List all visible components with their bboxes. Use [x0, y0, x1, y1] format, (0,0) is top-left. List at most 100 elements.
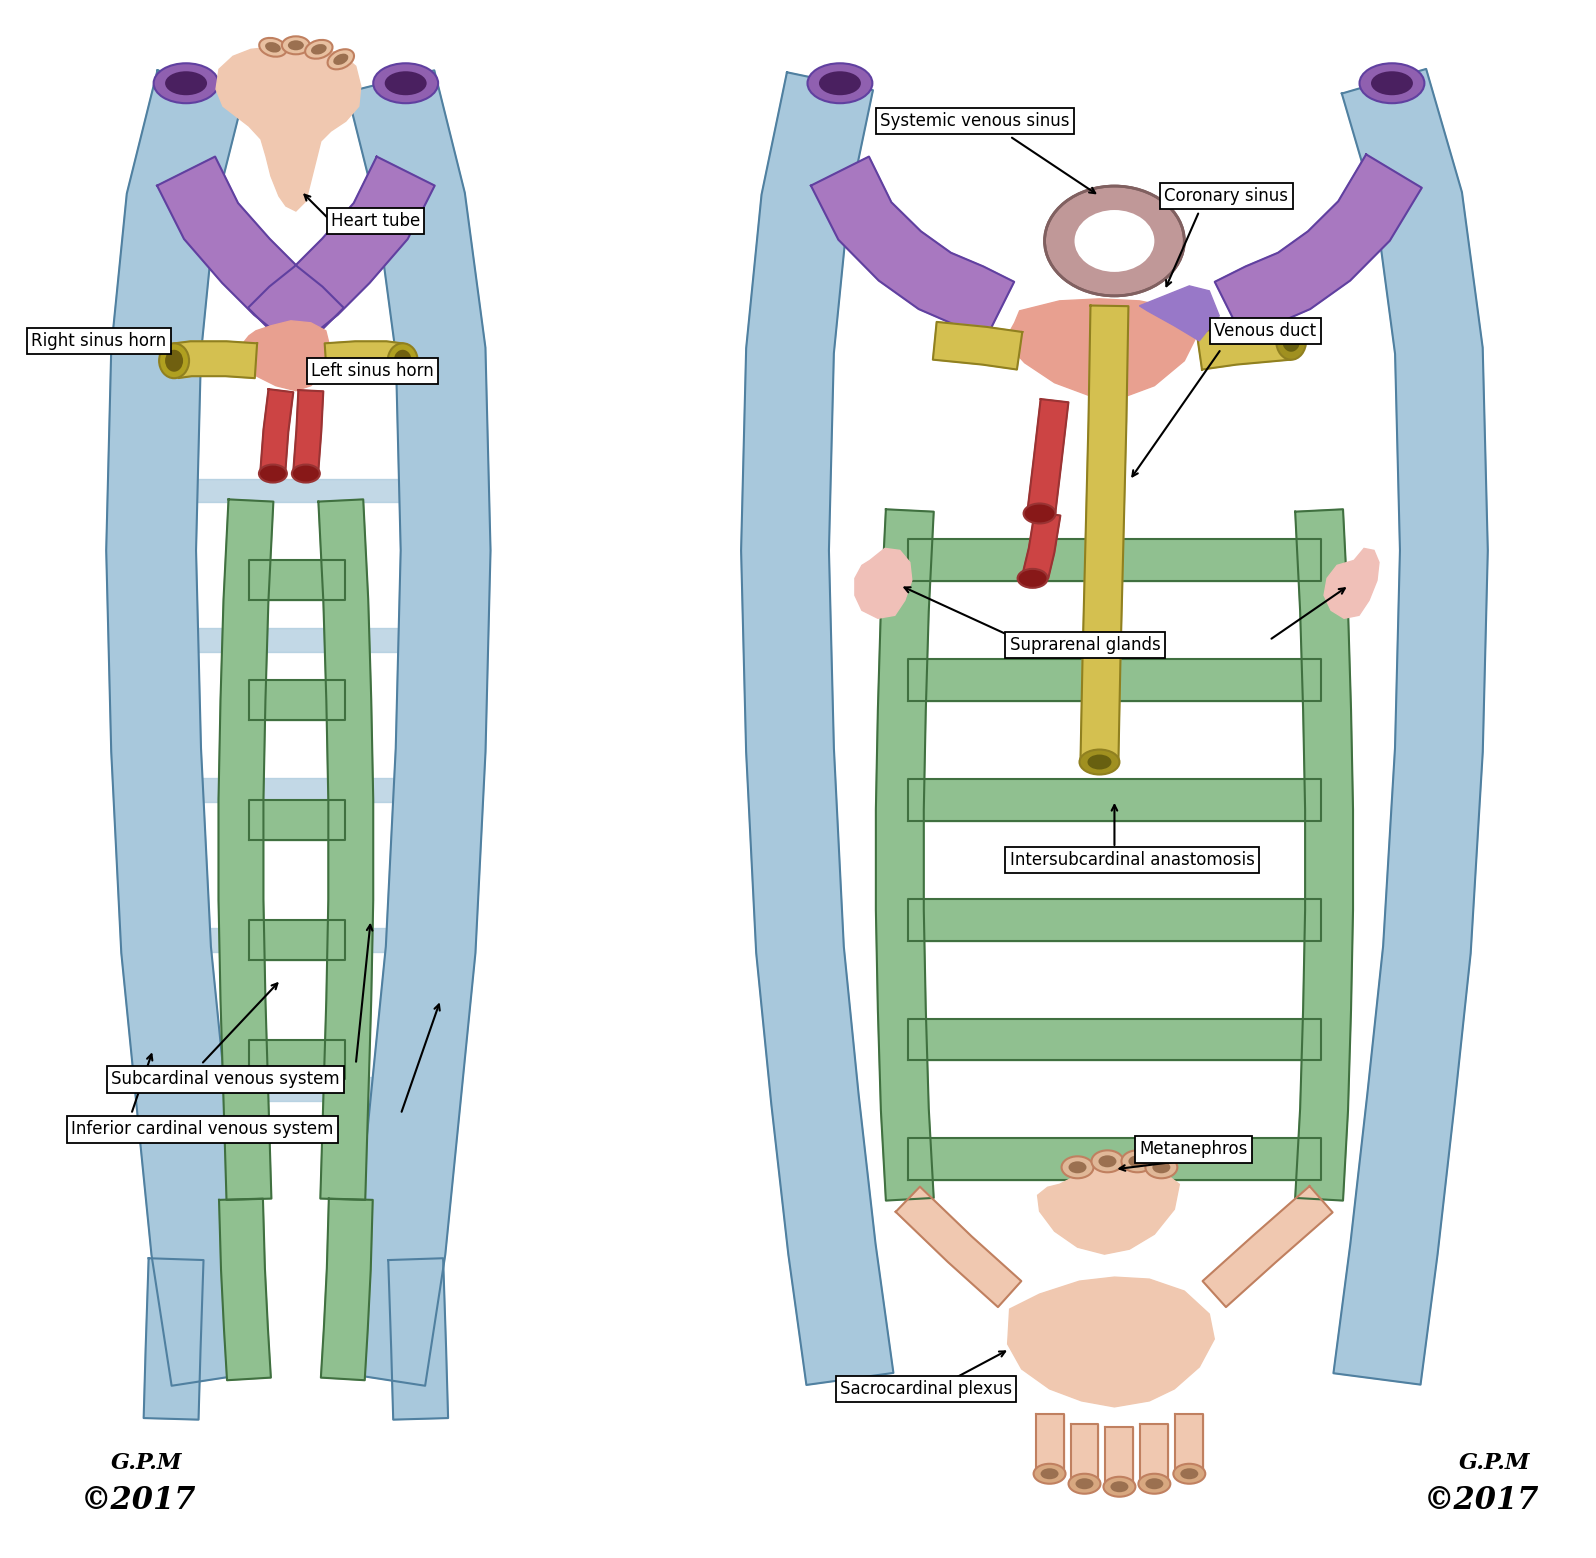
- Ellipse shape: [259, 37, 287, 56]
- Polygon shape: [249, 1039, 345, 1080]
- Ellipse shape: [819, 72, 860, 95]
- Ellipse shape: [808, 64, 873, 103]
- Polygon shape: [1004, 299, 1199, 399]
- Polygon shape: [219, 1198, 271, 1380]
- Ellipse shape: [1018, 569, 1047, 587]
- Ellipse shape: [259, 464, 287, 483]
- Ellipse shape: [1087, 754, 1111, 770]
- Ellipse shape: [327, 50, 354, 70]
- Text: Systemic venous sinus: Systemic venous sinus: [879, 112, 1069, 131]
- Polygon shape: [1141, 1424, 1168, 1479]
- Text: Heart tube: Heart tube: [330, 212, 420, 231]
- Ellipse shape: [164, 72, 207, 95]
- Polygon shape: [321, 1198, 373, 1380]
- Polygon shape: [294, 390, 324, 472]
- Ellipse shape: [1076, 1479, 1093, 1489]
- Text: Right sinus horn: Right sinus horn: [32, 332, 166, 351]
- Polygon shape: [908, 539, 1321, 581]
- Text: ©2017: ©2017: [1424, 1485, 1540, 1516]
- Polygon shape: [249, 681, 345, 720]
- Text: Subcardinal venous system: Subcardinal venous system: [112, 1070, 340, 1089]
- Polygon shape: [247, 156, 434, 354]
- Polygon shape: [1296, 509, 1353, 1201]
- Ellipse shape: [388, 343, 418, 379]
- Polygon shape: [1175, 1413, 1203, 1469]
- Polygon shape: [1023, 511, 1060, 578]
- Ellipse shape: [1103, 1477, 1135, 1497]
- Polygon shape: [811, 156, 1013, 340]
- Polygon shape: [1325, 548, 1379, 619]
- Text: Intersubcardinal anastomosis: Intersubcardinal anastomosis: [1010, 851, 1254, 869]
- Ellipse shape: [1061, 1156, 1093, 1178]
- Polygon shape: [1037, 1164, 1179, 1254]
- Ellipse shape: [287, 41, 303, 50]
- Ellipse shape: [1146, 1156, 1178, 1178]
- Ellipse shape: [1282, 330, 1301, 352]
- Polygon shape: [908, 779, 1321, 821]
- Polygon shape: [241, 321, 330, 391]
- Text: Coronary sinus: Coronary sinus: [1165, 187, 1288, 206]
- Polygon shape: [1140, 285, 1219, 341]
- Text: ©2017: ©2017: [81, 1485, 196, 1516]
- Ellipse shape: [1146, 1479, 1163, 1489]
- Ellipse shape: [1111, 1482, 1128, 1493]
- Polygon shape: [1197, 323, 1291, 369]
- Polygon shape: [388, 1259, 448, 1419]
- Text: Suprarenal glands: Suprarenal glands: [1010, 636, 1160, 654]
- Polygon shape: [1106, 1427, 1133, 1482]
- Ellipse shape: [1034, 1465, 1066, 1483]
- Ellipse shape: [305, 41, 332, 59]
- Ellipse shape: [1098, 1156, 1117, 1167]
- Ellipse shape: [1122, 1150, 1154, 1172]
- Polygon shape: [337, 70, 490, 1385]
- Ellipse shape: [1041, 1468, 1058, 1479]
- Polygon shape: [1036, 1413, 1063, 1469]
- Ellipse shape: [1181, 1468, 1199, 1479]
- Polygon shape: [260, 390, 294, 472]
- Ellipse shape: [1173, 1465, 1205, 1483]
- Polygon shape: [1028, 399, 1068, 513]
- Polygon shape: [219, 500, 273, 1200]
- Ellipse shape: [1074, 210, 1154, 273]
- Polygon shape: [908, 659, 1321, 701]
- Ellipse shape: [292, 464, 319, 483]
- Polygon shape: [1071, 1424, 1098, 1479]
- Ellipse shape: [1128, 1156, 1146, 1167]
- Ellipse shape: [311, 44, 327, 55]
- Polygon shape: [1007, 1278, 1215, 1407]
- Ellipse shape: [373, 64, 439, 103]
- Polygon shape: [174, 341, 257, 379]
- Text: G.P.M: G.P.M: [1459, 1452, 1531, 1474]
- Text: Metanephros: Metanephros: [1140, 1140, 1248, 1158]
- Ellipse shape: [1371, 72, 1412, 95]
- Ellipse shape: [160, 343, 188, 379]
- Text: Left sinus horn: Left sinus horn: [311, 361, 434, 380]
- Ellipse shape: [1092, 1150, 1124, 1172]
- Text: Venous duct: Venous duct: [1215, 323, 1317, 340]
- Ellipse shape: [1044, 185, 1184, 296]
- Polygon shape: [318, 500, 373, 1200]
- Polygon shape: [876, 509, 934, 1201]
- Polygon shape: [144, 1259, 204, 1419]
- Ellipse shape: [1069, 1161, 1087, 1173]
- Ellipse shape: [282, 36, 310, 55]
- Polygon shape: [249, 561, 345, 600]
- Polygon shape: [1203, 1186, 1333, 1307]
- Ellipse shape: [1138, 1474, 1170, 1494]
- Polygon shape: [107, 70, 260, 1385]
- Polygon shape: [249, 799, 345, 840]
- Polygon shape: [156, 156, 343, 354]
- Ellipse shape: [1079, 749, 1119, 774]
- Text: Sacrocardinal plexus: Sacrocardinal plexus: [839, 1380, 1012, 1398]
- Polygon shape: [1215, 154, 1422, 340]
- Polygon shape: [215, 47, 361, 210]
- Polygon shape: [895, 1187, 1021, 1307]
- Ellipse shape: [1360, 64, 1424, 103]
- Polygon shape: [934, 323, 1023, 369]
- Ellipse shape: [164, 349, 184, 372]
- Polygon shape: [855, 548, 911, 619]
- Polygon shape: [249, 919, 345, 960]
- Polygon shape: [741, 72, 894, 1385]
- Ellipse shape: [1152, 1161, 1170, 1173]
- Text: Inferior cardinal venous system: Inferior cardinal venous system: [72, 1120, 334, 1139]
